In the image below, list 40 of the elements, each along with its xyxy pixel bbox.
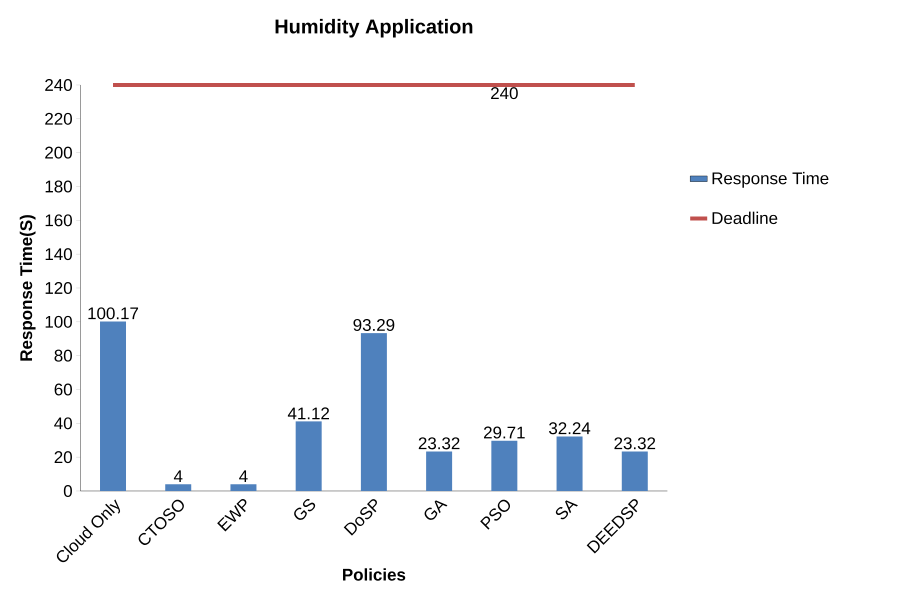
data-label: 41.12 xyxy=(288,407,330,420)
bar xyxy=(165,484,192,491)
data-label: 100.17 xyxy=(88,307,138,320)
x-axis-title: Policies xyxy=(343,568,406,581)
y-tick-label: 100 xyxy=(46,316,72,328)
y-tick-label: 240 xyxy=(45,78,72,91)
y-tick-label: 220 xyxy=(45,112,72,125)
x-tick-label: GS xyxy=(294,499,316,520)
y-tick-label: 0 xyxy=(64,484,72,497)
y-tick-label: 60 xyxy=(54,383,72,396)
y-tick-label: 20 xyxy=(54,451,72,464)
data-label: 32.24 xyxy=(549,422,590,434)
data-label: 29.71 xyxy=(484,426,525,439)
bar xyxy=(230,484,256,491)
data-label: 4 xyxy=(174,470,182,482)
y-tick-label: 120 xyxy=(46,282,72,294)
y-tick-label: 200 xyxy=(45,146,72,159)
y-tick-label: 40 xyxy=(54,417,72,430)
bar xyxy=(622,452,648,491)
bar xyxy=(360,333,387,491)
data-label: 23.32 xyxy=(418,437,460,450)
y-tick-label: 180 xyxy=(46,180,72,192)
bar xyxy=(296,421,322,491)
y-axis-title: Response Time(S) xyxy=(20,215,36,361)
bar xyxy=(100,322,126,491)
bar xyxy=(491,440,518,491)
data-label: 4 xyxy=(239,470,248,482)
bar xyxy=(426,452,452,491)
data-label: 23.32 xyxy=(614,437,656,450)
x-tick-label: SA xyxy=(556,500,578,520)
y-tick-label: 80 xyxy=(54,350,72,362)
x-tick-label: GA xyxy=(424,500,448,520)
bar xyxy=(556,436,583,491)
data-label: 240 xyxy=(491,87,518,100)
legend-label: Deadline xyxy=(712,212,778,224)
y-tick-label: 160 xyxy=(46,214,72,226)
chart-title: Humidity Application xyxy=(276,18,472,38)
data-label: 93.29 xyxy=(354,318,394,331)
y-tick-label: 140 xyxy=(46,248,72,260)
legend-label: Response Time xyxy=(712,172,828,188)
